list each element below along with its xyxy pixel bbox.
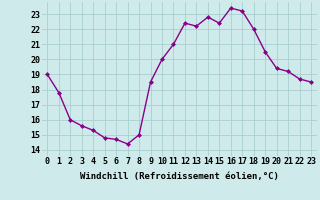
- X-axis label: Windchill (Refroidissement éolien,°C): Windchill (Refroidissement éolien,°C): [80, 172, 279, 181]
